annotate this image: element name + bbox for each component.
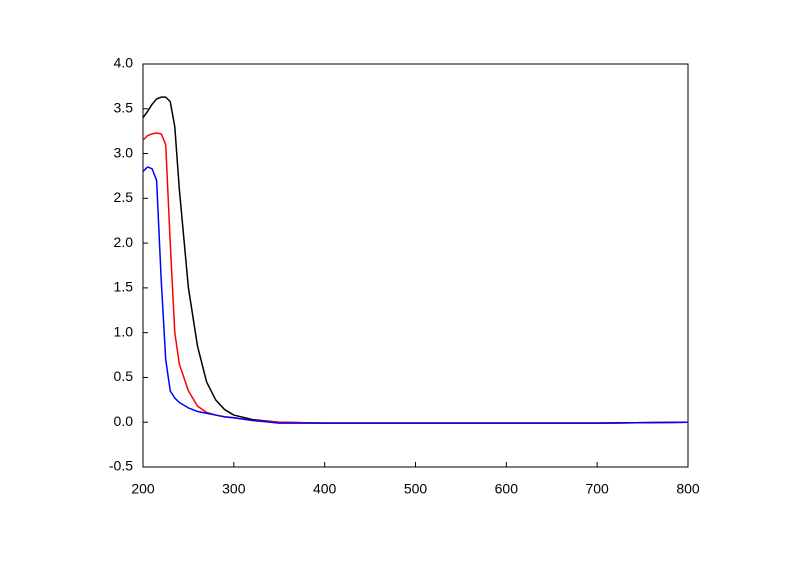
y-tick-label: 3.0 (114, 144, 134, 160)
data-line (142, 166, 689, 424)
plot-frame (142, 63, 689, 468)
x-tick-label: 300 (222, 481, 246, 497)
y-tick-label: 2.0 (114, 234, 134, 250)
y-tick-label: 0.0 (114, 413, 134, 429)
data-line (142, 96, 689, 424)
y-tick-label: 1.0 (114, 323, 134, 339)
x-tick-label: 600 (495, 481, 519, 497)
y-tick-label: 4.0 (114, 55, 134, 71)
x-tick-label: 800 (676, 481, 700, 497)
x-tick-label: 400 (313, 481, 337, 497)
x-tick-label: 200 (131, 481, 155, 497)
x-tick-label: 500 (404, 481, 428, 497)
data-line (142, 132, 689, 424)
y-tick-label: 0.5 (114, 368, 134, 384)
y-tick-label: 1.5 (114, 279, 134, 295)
y-tick-label: -0.5 (109, 458, 133, 474)
x-tick-label: 700 (585, 481, 609, 497)
y-tick-label: 2.5 (114, 189, 134, 205)
y-tick-label: 3.5 (114, 99, 134, 115)
